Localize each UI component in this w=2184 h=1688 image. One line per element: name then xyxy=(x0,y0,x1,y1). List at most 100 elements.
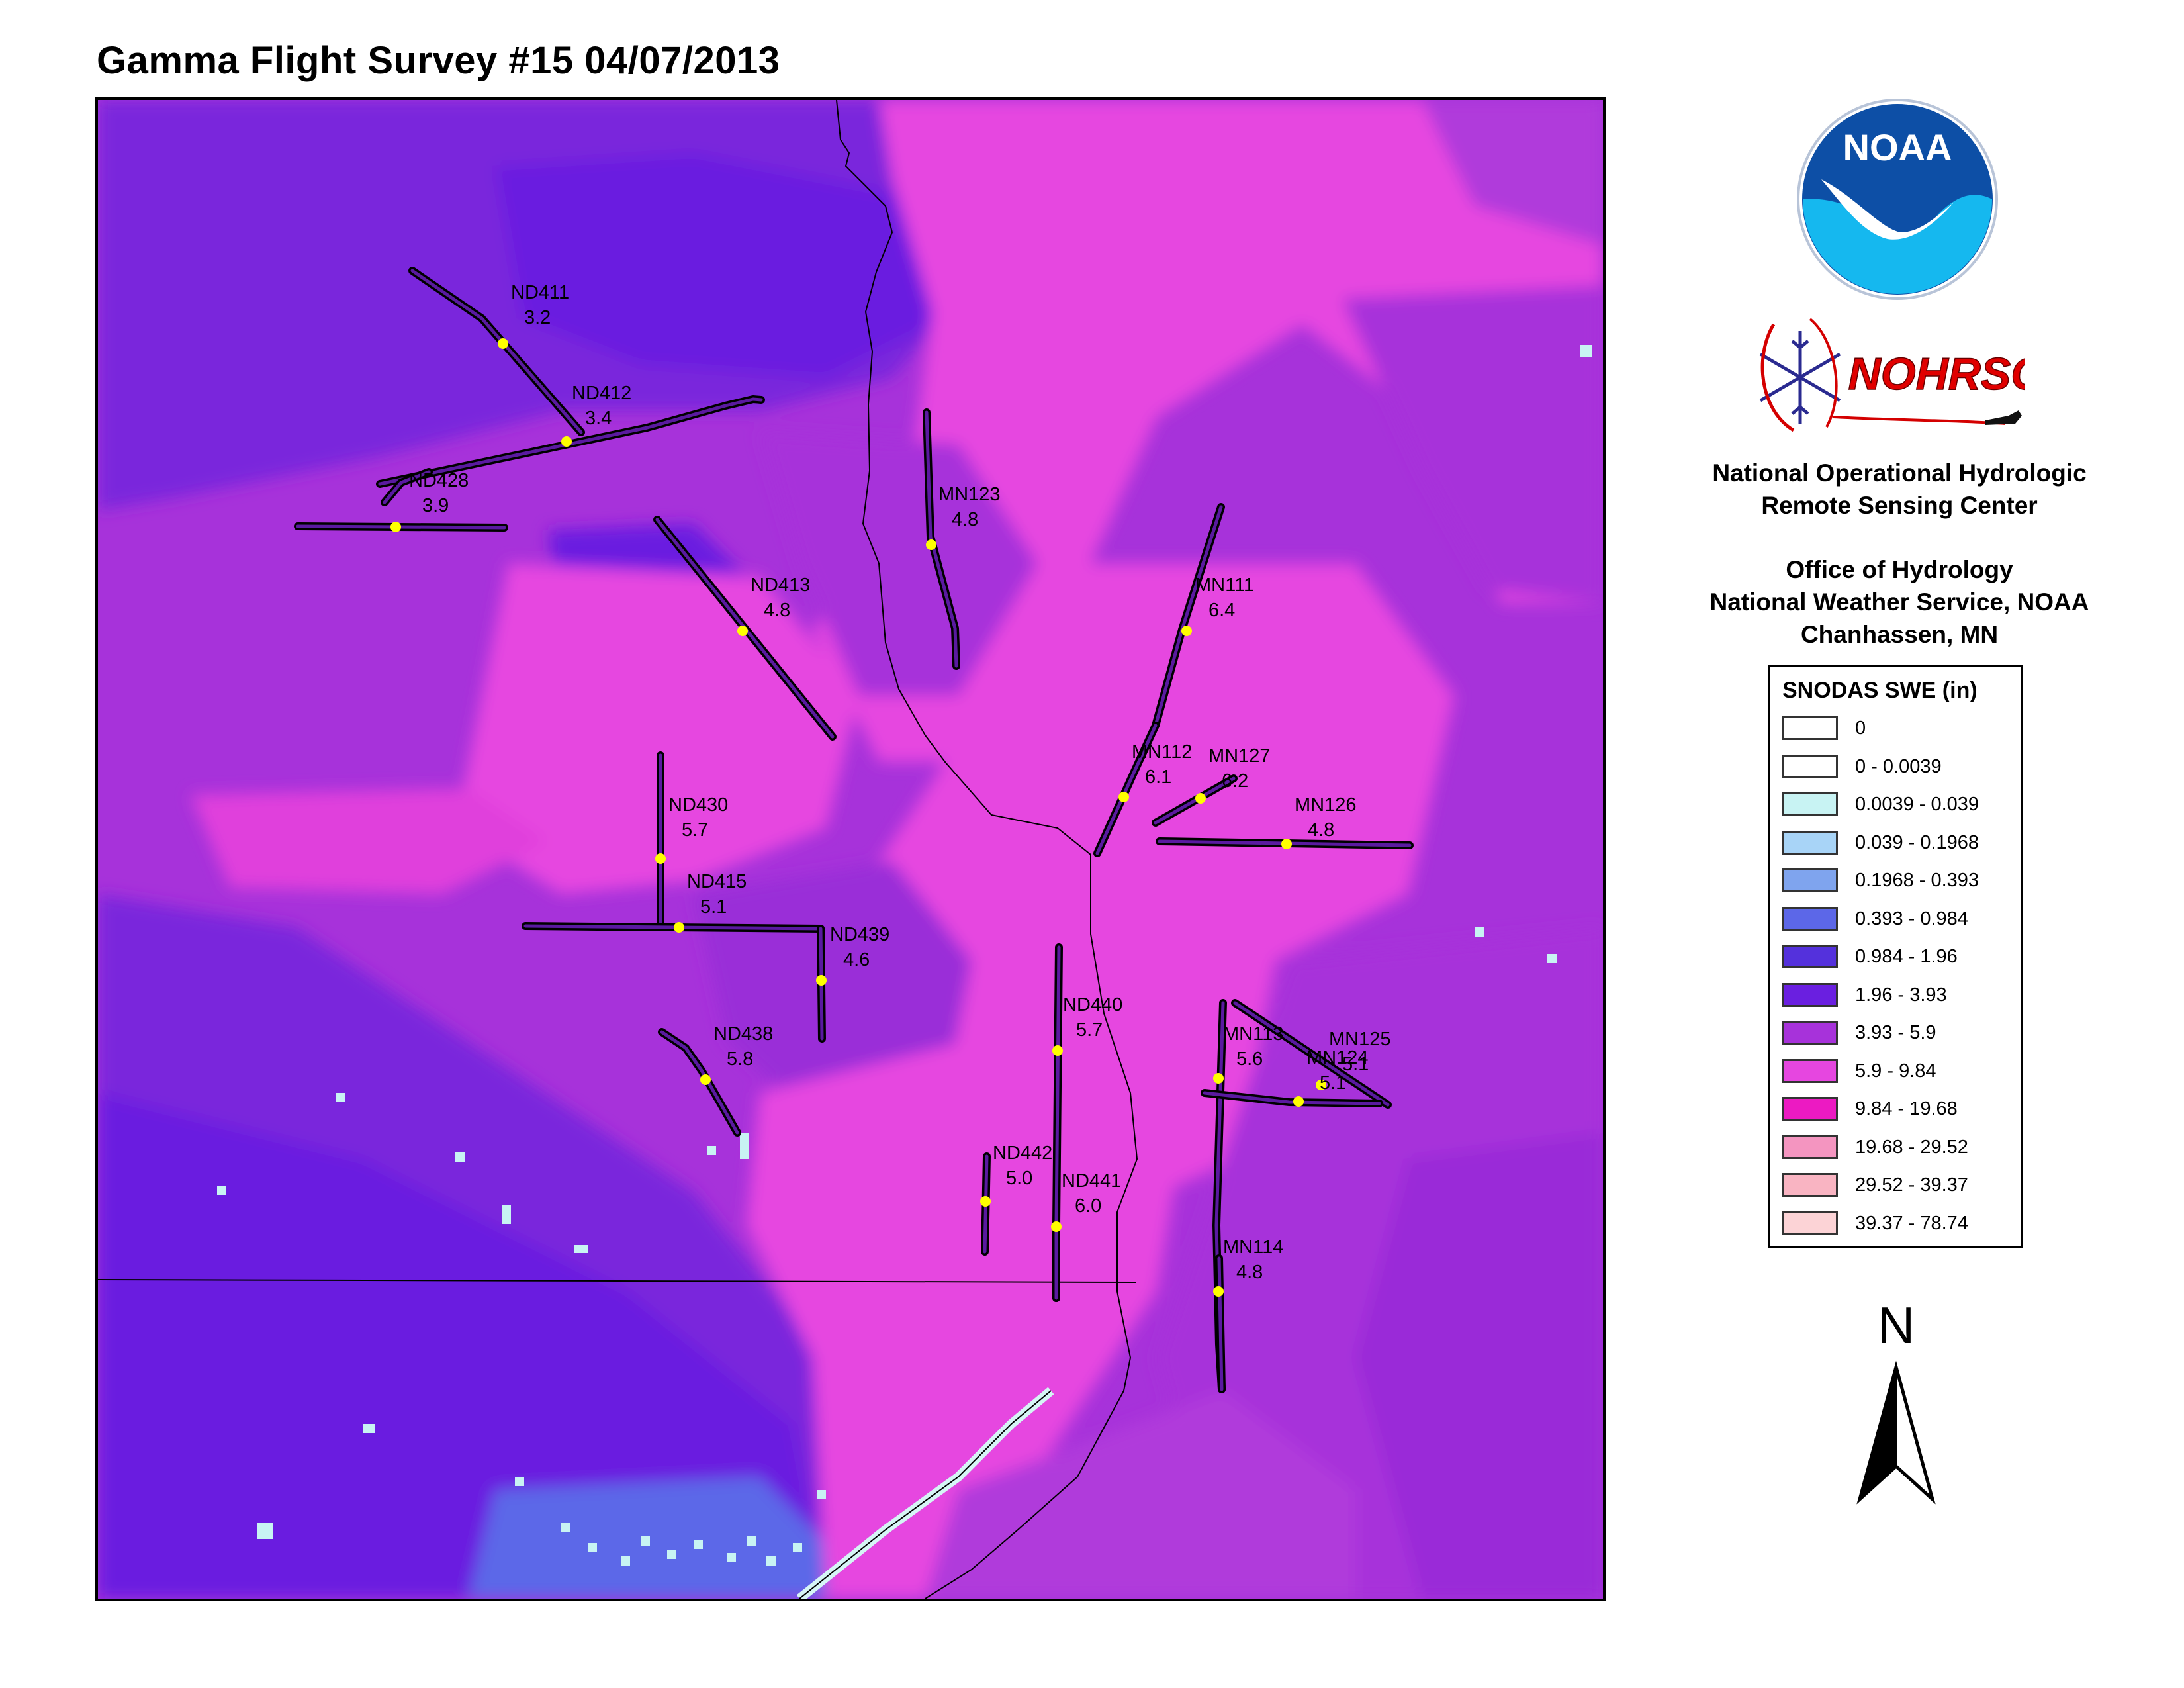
legend-swatch xyxy=(1782,906,1838,931)
jet-icon xyxy=(1985,410,2022,425)
nd415-sample-point[interactable] xyxy=(674,922,684,933)
legend-label: 1.96 - 3.93 xyxy=(1855,984,1947,1006)
legend: SNODAS SWE (in) 0 0 - 0.0039 0.0039 - 0.03… xyxy=(1768,665,2023,1248)
mn123-flight-line-core xyxy=(925,410,958,668)
mn125-swe-value: 5.1 xyxy=(1342,1054,1369,1075)
mn126-swe-value: 4.8 xyxy=(1308,820,1334,841)
legend-item: 0.039 - 0.1968 xyxy=(1782,828,2021,859)
legend-label: 0.039 - 0.1968 xyxy=(1855,831,1979,853)
state-border xyxy=(836,100,1138,1599)
legend-title: SNODAS SWE (in) xyxy=(1782,678,1978,703)
mn126-sample-point[interactable] xyxy=(1281,839,1292,849)
mn113-line-id: MN113 xyxy=(1223,1023,1283,1045)
legend-item: 0.393 - 0.984 xyxy=(1782,904,2021,935)
legend-label: 0 xyxy=(1855,718,1866,739)
flight-labels: ND411 3.2 ND412 3.4 ND428 3.9 MN123 4.8 ND413 4.8… xyxy=(409,282,1391,1283)
nd430-line-id: ND430 xyxy=(668,794,728,816)
mn123-line-id: MN123 xyxy=(938,484,1001,505)
nd439-line-id: ND439 xyxy=(830,924,889,945)
legend-item: 3.93 - 5.9 xyxy=(1782,1018,2021,1049)
legend-label: 39.37 - 78.74 xyxy=(1855,1212,1968,1234)
legend-swatch xyxy=(1782,716,1838,740)
legend-item: 9.84 - 19.68 xyxy=(1782,1094,2021,1125)
nd413-sample-point[interactable] xyxy=(737,626,748,636)
mn113-sample-point[interactable] xyxy=(1213,1073,1224,1084)
nd412-line-id: ND412 xyxy=(572,383,631,404)
mn114-swe-value: 4.8 xyxy=(1236,1262,1263,1283)
legend-item: 19.68 - 29.52 xyxy=(1782,1133,2021,1163)
nd442-line-id: ND442 xyxy=(993,1143,1052,1164)
legend-swatch xyxy=(1782,1173,1838,1197)
north-label: N xyxy=(1878,1301,1915,1354)
nd438-flight-line-core xyxy=(660,1030,739,1135)
nd441-line-id: ND441 xyxy=(1062,1170,1121,1192)
org-name-line2: Remote Sensing Center xyxy=(1761,492,2038,519)
mn127-sample-point[interactable] xyxy=(1195,793,1206,804)
nd428-sample-point[interactable] xyxy=(390,522,401,532)
nd430-swe-value: 5.7 xyxy=(682,820,708,841)
mn125-sample-point[interactable] xyxy=(1316,1080,1326,1090)
org-name-line1: National Operational Hydrologic xyxy=(1712,459,2087,487)
county-border xyxy=(98,1279,1136,1283)
legend-swatch xyxy=(1782,792,1838,816)
mn124-swe-value: 5.1 xyxy=(1320,1072,1346,1094)
legend-swatch xyxy=(1782,830,1838,855)
nd439-sample-point[interactable] xyxy=(816,975,827,986)
mn125-line-id: MN125 xyxy=(1329,1029,1391,1050)
legend-label: 19.68 - 29.52 xyxy=(1855,1136,1968,1158)
mn111-line-id: MN111 xyxy=(1195,575,1254,596)
legend-label: 29.52 - 39.37 xyxy=(1855,1174,1968,1196)
legend-item: 0 - 0.0039 xyxy=(1782,752,2021,782)
legend-item: 0.1968 - 0.393 xyxy=(1782,866,2021,896)
mn112-flight-line-core xyxy=(1095,724,1158,855)
nd415-line-id: ND415 xyxy=(687,871,747,892)
nd441-swe-value: 6.0 xyxy=(1075,1196,1101,1217)
nd415-flight-line-core xyxy=(523,924,823,931)
nd430-sample-point[interactable] xyxy=(655,853,666,864)
mn123-sample-point[interactable] xyxy=(926,539,936,550)
nd440-line-id: ND440 xyxy=(1063,994,1122,1015)
mn112-swe-value: 6.1 xyxy=(1145,767,1171,788)
legend-label: 9.84 - 19.68 xyxy=(1855,1098,1958,1119)
legend-label: 0.1968 - 0.393 xyxy=(1855,870,1979,891)
nd441-sample-point[interactable] xyxy=(1051,1221,1062,1232)
nd411-sample-point[interactable] xyxy=(498,338,508,349)
legend-swatch xyxy=(1782,1058,1838,1083)
mn113-swe-value: 5.6 xyxy=(1236,1049,1263,1070)
legend-swatch xyxy=(1782,982,1838,1007)
mn114-sample-point[interactable] xyxy=(1213,1286,1224,1297)
legend-item: 39.37 - 78.74 xyxy=(1782,1209,2021,1239)
mn127-swe-value: 6.2 xyxy=(1222,771,1248,792)
mn124-sample-point[interactable] xyxy=(1293,1096,1304,1107)
nd438-sample-point[interactable] xyxy=(700,1074,711,1085)
noaa-logo-text: NOAA xyxy=(1843,126,1952,168)
nohrsc-logo-text: NOHRSC xyxy=(1848,349,2025,399)
mn114-flight-line-core xyxy=(1217,1256,1224,1391)
swe-raster-zones xyxy=(98,100,1603,1599)
nd440-sample-point[interactable] xyxy=(1052,1045,1063,1056)
mn123-swe-value: 4.8 xyxy=(952,509,978,530)
nd413-line-id: ND413 xyxy=(751,575,810,596)
flight-points xyxy=(390,338,1326,1297)
nd412-swe-value: 3.4 xyxy=(585,408,612,429)
mn125-flight-line-core xyxy=(1233,1001,1390,1107)
nd411-swe-value: 3.2 xyxy=(524,307,551,328)
legend-item: 5.9 - 9.84 xyxy=(1782,1056,2021,1087)
legend-label: 0 - 0.0039 xyxy=(1855,755,1942,777)
mn127-flight-line-core xyxy=(1154,776,1236,825)
nd439-swe-value: 4.6 xyxy=(843,949,870,970)
mn124-line-id: MN124 xyxy=(1306,1047,1369,1068)
nd411-flight-line-core xyxy=(410,269,583,434)
legend-item: 0.0039 - 0.039 xyxy=(1782,790,2021,820)
mn111-sample-point[interactable] xyxy=(1181,626,1192,636)
legend-swatch xyxy=(1782,945,1838,968)
legend-swatch xyxy=(1782,1097,1838,1121)
legend-swatch xyxy=(1782,1021,1838,1045)
legend-label: 3.93 - 5.9 xyxy=(1855,1022,1936,1043)
mn112-sample-point[interactable] xyxy=(1118,792,1129,802)
nd412-sample-point[interactable] xyxy=(561,436,572,447)
nd442-sample-point[interactable] xyxy=(980,1196,991,1207)
legend-label: 0.393 - 0.984 xyxy=(1855,908,1968,929)
nd413-swe-value: 4.8 xyxy=(764,600,790,621)
swe-map[interactable]: ND411 3.2 ND412 3.4 ND428 3.9 MN123 4.8 ND413 4.8… xyxy=(95,97,1606,1601)
